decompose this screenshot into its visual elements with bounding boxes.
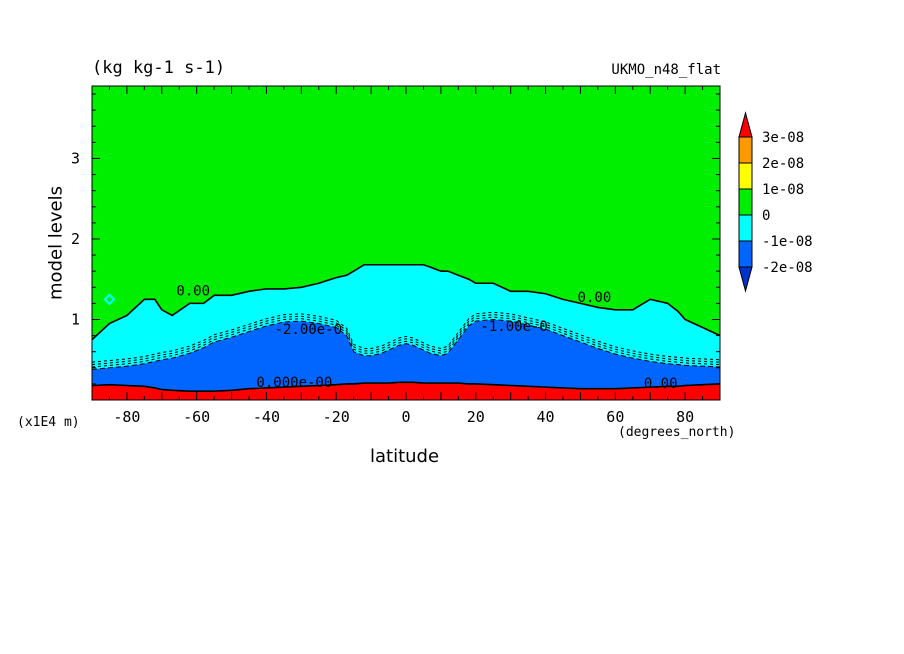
contour-line-negative-1 [91,318,721,370]
colorbar-label: 0 [762,208,770,224]
x-axis-label: latitude [370,446,440,467]
x-tick-label: -60 [183,408,210,426]
x-tick-label: 80 [676,408,694,426]
colorbar: 3e-08 2e-08 1e-08 0 -1e-08 -2e-08 [738,111,813,293]
units-label: (kg kg-1 s-1) [92,58,226,78]
y-axis-label: model levels [45,186,67,300]
x-units-label: (degrees_north) [618,425,736,440]
contour-line-surface [91,381,721,392]
contour-label-4: -1.00e-0 [480,319,547,335]
contour-label-1: 0.00 [176,283,210,299]
colorbar-top-arrow [738,111,753,138]
contour-label-3: -2.00e-0 [275,322,342,338]
colorbar-swatch [738,240,753,268]
x-tick-label: 0 [401,408,410,426]
colorbar-label: -1e-08 [762,234,813,250]
colorbar-label: 2e-08 [762,156,804,172]
x-tick-label: 60 [606,408,624,426]
x-tick-label: -40 [253,408,280,426]
x-tick-label: 40 [537,408,555,426]
colorbar-bottom-arrow [738,266,753,293]
contour-label-6: 0.000e-00 [256,375,332,391]
x-tick-label: 20 [467,408,485,426]
colorbar-swatch [738,188,753,216]
colorbar-swatch [738,162,753,190]
contour-labels: 0.00 0.00 -2.00e-0 -1.00e-0 0.00 0.000e-00 [176,283,677,392]
colorbar-label: -2e-08 [762,260,813,276]
x-tick-label: -80 [113,408,140,426]
contour-label-5: 0.00 [644,376,678,392]
contour-label-2: 0.00 [578,290,612,306]
region-negative-large [92,319,720,400]
filled-contour-regions [92,86,720,400]
y-tick-label: 3 [71,149,80,167]
contour-line-zero [91,263,721,341]
region-positive [92,382,720,400]
colorbar-label: 1e-08 [762,182,804,198]
region-green-island [106,296,113,303]
colorbar-swatch [738,136,753,164]
y-scale-note: (x1E4 m) [17,415,80,430]
x-tick-label: -20 [323,408,350,426]
axes: -80 -60 -40 -20 0 20 40 60 80 1 2 3 [71,85,721,426]
colorbar-label: 3e-08 [762,130,804,146]
contour-lines [91,263,721,392]
y-tick-label: 2 [71,230,80,248]
dataset-name: UKMO_n48_flat [611,62,721,78]
colorbar-swatch [738,214,753,242]
y-tick-label: 1 [71,310,80,328]
